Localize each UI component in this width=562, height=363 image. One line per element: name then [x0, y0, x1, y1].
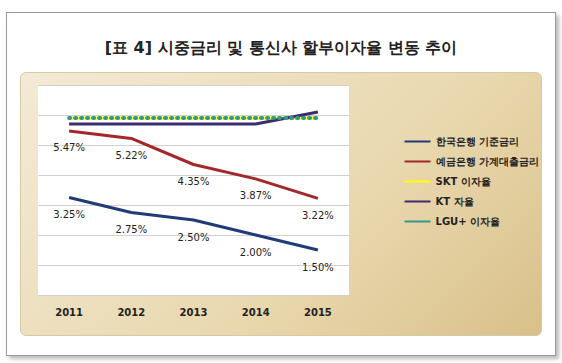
svg-text:2013: 2013	[180, 307, 208, 318]
svg-text:2011: 2011	[55, 307, 83, 318]
svg-text:LGU+ 이자율: LGU+ 이자율	[436, 216, 501, 227]
svg-text:SKT 이자율: SKT 이자율	[436, 176, 491, 187]
svg-text:2014: 2014	[242, 307, 270, 318]
svg-text:3.87%: 3.87%	[240, 190, 272, 201]
svg-text:2015: 2015	[304, 307, 332, 318]
svg-text:2.50%: 2.50%	[178, 232, 210, 243]
svg-text:2012: 2012	[117, 307, 145, 318]
svg-text:3.25%: 3.25%	[53, 209, 85, 220]
svg-text:1.50%: 1.50%	[302, 262, 334, 273]
svg-text:4.35%: 4.35%	[178, 176, 210, 187]
svg-text:[표 4] 시중금리 및 통신사 할부이자율 변동 추이: [표 4] 시중금리 및 통신사 할부이자율 변동 추이	[105, 38, 458, 57]
svg-text:KT 자율: KT 자율	[436, 196, 474, 207]
svg-text:2.00%: 2.00%	[240, 247, 272, 258]
svg-text:한국은행 기준금리: 한국은행 기준금리	[436, 136, 519, 147]
svg-text:5.47%: 5.47%	[53, 142, 85, 153]
svg-text:5.22%: 5.22%	[115, 150, 147, 161]
svg-text:2.75%: 2.75%	[115, 224, 147, 235]
svg-text:예금은행 가계대출금리: 예금은행 가계대출금리	[436, 156, 539, 167]
svg-text:3.22%: 3.22%	[302, 210, 334, 221]
